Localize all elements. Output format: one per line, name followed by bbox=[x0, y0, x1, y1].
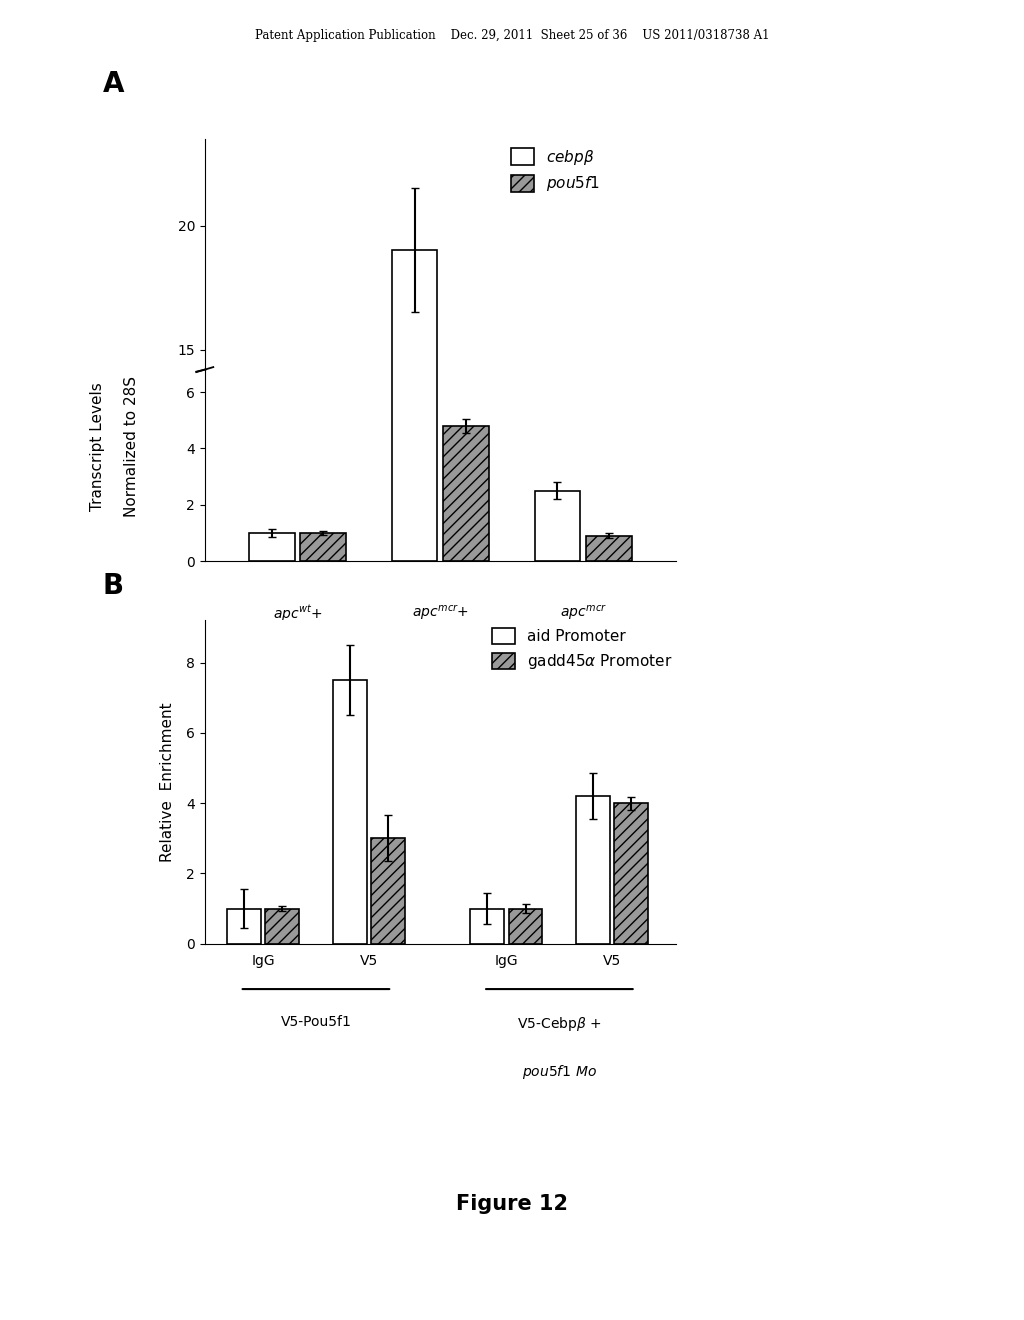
Bar bbox=[392, 26, 437, 561]
Bar bbox=[535, 660, 581, 722]
Text: $apc^{mcr}$+: $apc^{mcr}$+ bbox=[412, 603, 469, 622]
Text: $apc^{mcr}$: $apc^{mcr}$ bbox=[559, 603, 606, 622]
Text: DMSO: DMSO bbox=[276, 642, 318, 656]
Text: DMSO: DMSO bbox=[419, 642, 462, 656]
Bar bbox=[371, 838, 404, 944]
Bar bbox=[249, 697, 295, 722]
Bar bbox=[470, 908, 505, 944]
Y-axis label: Relative  Enrichment: Relative Enrichment bbox=[160, 702, 175, 862]
Text: Normalized to 28S: Normalized to 28S bbox=[124, 376, 138, 516]
Bar bbox=[577, 796, 610, 944]
Text: + ATRA: + ATRA bbox=[557, 642, 609, 656]
Bar bbox=[509, 908, 543, 944]
Bar bbox=[535, 491, 581, 561]
Text: Figure 12: Figure 12 bbox=[456, 1193, 568, 1214]
Text: V5-Pou5f1: V5-Pou5f1 bbox=[281, 1015, 351, 1030]
Bar bbox=[443, 603, 488, 722]
Bar bbox=[227, 908, 261, 944]
Bar bbox=[265, 908, 299, 944]
Bar bbox=[249, 533, 295, 561]
Text: Transcript Levels: Transcript Levels bbox=[90, 381, 104, 511]
Legend: $cebp\beta$, $pou5f1$: $cebp\beta$, $pou5f1$ bbox=[505, 141, 606, 199]
Bar bbox=[392, 251, 437, 722]
Text: A: A bbox=[102, 70, 124, 98]
Text: B: B bbox=[102, 572, 124, 599]
Bar bbox=[586, 700, 632, 722]
Text: $pou5f1$ Mo: $pou5f1$ Mo bbox=[522, 1064, 597, 1081]
Bar bbox=[443, 426, 488, 561]
Text: $apc^{wt}$+: $apc^{wt}$+ bbox=[272, 603, 323, 624]
Bar bbox=[300, 697, 346, 722]
Bar bbox=[614, 803, 648, 944]
Text: Patent Application Publication    Dec. 29, 2011  Sheet 25 of 36    US 2011/03187: Patent Application Publication Dec. 29, … bbox=[255, 29, 769, 42]
Text: V5-Cebp$\beta$ +: V5-Cebp$\beta$ + bbox=[517, 1015, 602, 1034]
Legend: aid Promoter, gadd45$\alpha$ Promoter: aid Promoter, gadd45$\alpha$ Promoter bbox=[485, 622, 678, 677]
Bar bbox=[586, 536, 632, 561]
Bar bbox=[300, 533, 346, 561]
Bar bbox=[333, 680, 367, 944]
